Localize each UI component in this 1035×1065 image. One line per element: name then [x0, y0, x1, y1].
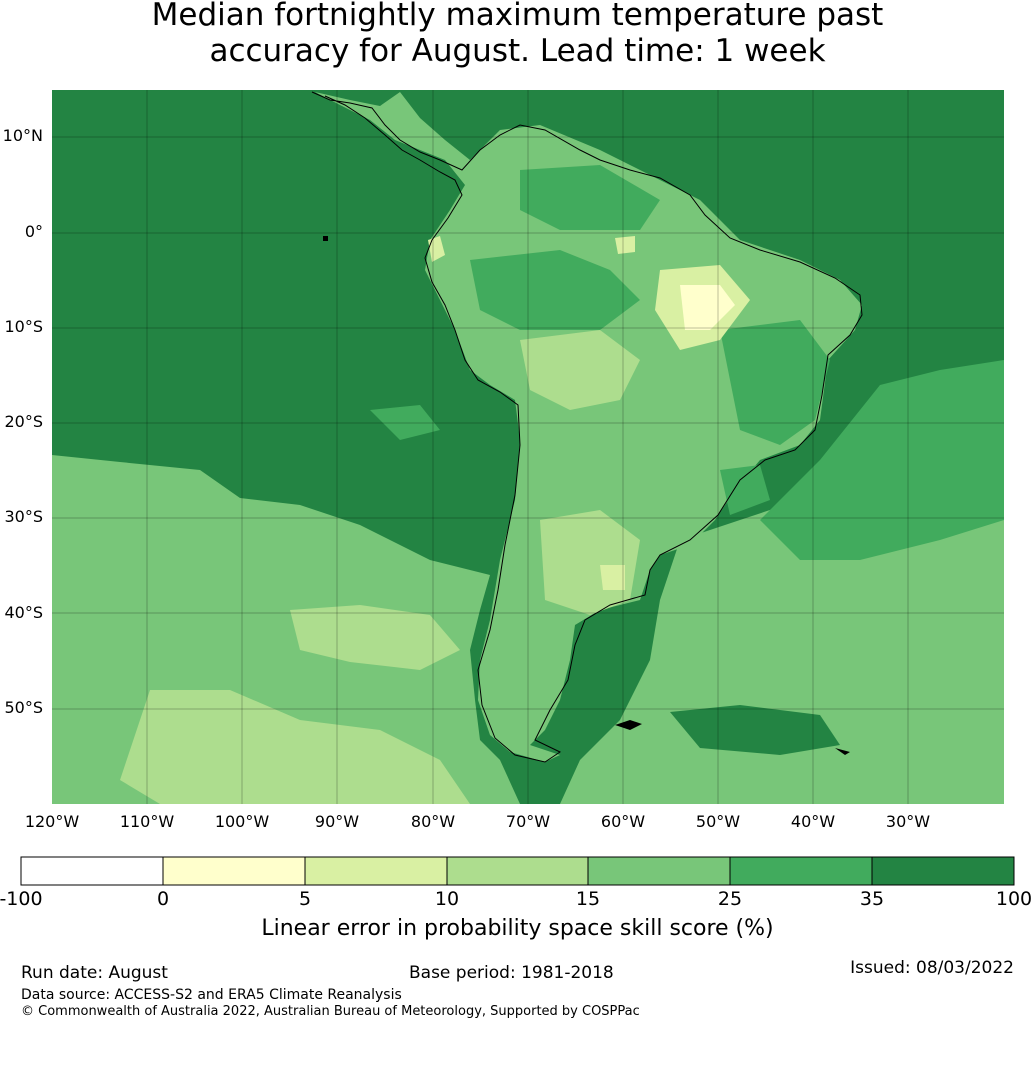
colorbar-segment-7 — [872, 857, 1014, 885]
colorbar-label: Linear error in probability space skill … — [261, 916, 774, 941]
colorbar-tick-5: 5 — [298, 888, 312, 910]
lon-label-30w: 30°W — [885, 812, 931, 831]
colorbar-tick-100: 100 — [995, 888, 1033, 910]
colorbar-segment-3 — [305, 857, 447, 885]
andes-pale — [428, 236, 445, 262]
base-period: Base period: 1981-2018 — [409, 963, 614, 983]
lat-label-50s: 50°S — [4, 698, 43, 717]
map-title-line-2: accuracy for August. Lead time: 1 week — [209, 33, 826, 69]
lon-label-40w: 40°W — [790, 812, 836, 831]
colorbar-segment-2 — [163, 857, 305, 885]
lat-label-30s: 30°S — [4, 507, 43, 526]
lon-label-110w: 110°W — [119, 812, 175, 831]
falkland-islands — [615, 720, 642, 730]
lat-label-0: 0° — [24, 222, 43, 241]
lon-label-50w: 50°W — [695, 812, 741, 831]
colorbar-tick-0: 0 — [156, 888, 170, 910]
brazil-east-dark — [720, 320, 830, 445]
colorbar-tick-25: 25 — [717, 888, 743, 910]
lat-label-40s: 40°S — [4, 603, 43, 622]
colorbar — [20, 856, 1015, 886]
brazil-south-dark — [720, 465, 770, 515]
colorbar-tick-10: 10 — [434, 888, 460, 910]
graticule — [52, 90, 1004, 804]
coastline — [311, 91, 863, 763]
lon-label-80w: 80°W — [410, 812, 456, 831]
colorbar-tick-15: 15 — [575, 888, 601, 910]
colorbar-segment-6 — [730, 857, 872, 885]
lat-label-10n: 10°N — [2, 126, 43, 145]
south-pacific-patch — [290, 605, 460, 670]
lat-label-10s: 10°S — [4, 317, 43, 336]
galapagos — [323, 236, 328, 241]
lon-label-60w: 60°W — [600, 812, 646, 831]
lat-label-20s: 20°S — [4, 412, 43, 431]
colorbar-segment-5 — [588, 857, 730, 885]
guiana-dark — [520, 165, 660, 230]
south-america-land — [315, 92, 862, 762]
colorbar-segment-1 — [21, 857, 163, 885]
amazon-dark-patch — [470, 250, 640, 330]
issued-date: Issued: 08/03/2022 — [850, 958, 1014, 978]
colorbar-tick-minus100: -100 — [0, 888, 43, 910]
guiana-pale — [615, 236, 635, 254]
lon-label-120w: 120°W — [24, 812, 80, 831]
south-georgia — [835, 748, 850, 755]
patagonia-shelf-dark — [670, 705, 840, 755]
lon-label-100w: 100°W — [214, 812, 270, 831]
lon-label-70w: 70°W — [505, 812, 551, 831]
map-title-line-1: Median fortnightly maximum temperature p… — [151, 0, 884, 33]
pacific-patch — [370, 405, 440, 440]
central-light-patch — [520, 330, 640, 410]
run-date: Run date: August — [21, 963, 168, 983]
south-atlantic-darker — [760, 360, 1004, 560]
data-source: Data source: ACCESS-S2 and ERA5 Climate … — [21, 987, 402, 1003]
copyright-notice: © Commonwealth of Australia 2022, Austra… — [21, 1004, 640, 1019]
pampas-pale — [600, 565, 625, 590]
map-panel — [52, 90, 1004, 804]
south-pacific-light — [120, 690, 470, 804]
east-amazon-pale — [680, 285, 735, 330]
lon-label-90w: 90°W — [314, 812, 360, 831]
colorbar-segment-4 — [447, 857, 588, 885]
colorbar-frame — [20, 856, 1015, 886]
colorbar-tick-35: 35 — [859, 888, 885, 910]
